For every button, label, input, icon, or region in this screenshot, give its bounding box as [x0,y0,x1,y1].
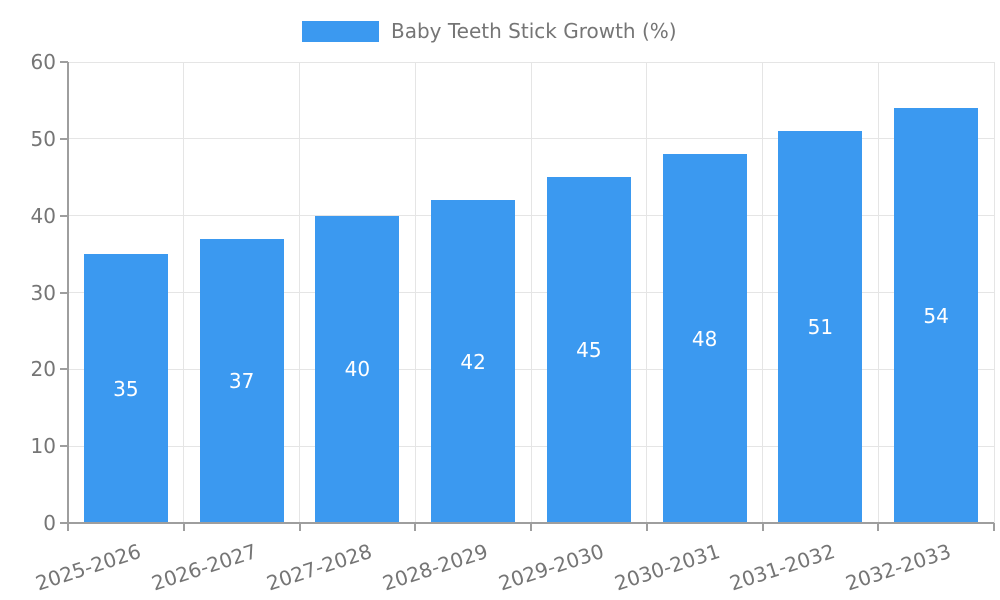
x-axis-tick [298,523,301,531]
y-axis-line [67,62,69,531]
bar: 54 [894,108,979,523]
bar-value-label: 54 [923,303,949,328]
bar: 40 [315,215,400,523]
plot-area: 35 37 40 42 45 48 51 54 [68,61,995,523]
bar: 35 [83,254,168,523]
gridline-vertical [299,62,300,523]
y-axis-tick-label: 50 [30,126,56,151]
bar-value-label: 51 [807,315,834,340]
y-axis-tick [60,445,68,448]
x-axis-tick [182,523,185,531]
y-axis-tick [60,214,68,217]
x-axis-tick [993,523,995,531]
gridline-vertical [762,62,763,523]
x-axis-tick [530,523,532,531]
x-axis-tick [877,523,880,531]
y-axis-tick-label: 30 [30,280,56,305]
y-axis-tick-label: 10 [30,434,56,459]
x-axis-tick [67,523,69,531]
y-axis-tick [60,522,68,524]
gridline-vertical [414,62,416,523]
y-axis-tick-label: 60 [30,50,56,74]
bar-value-label: 48 [691,326,718,351]
y-axis-tick [60,368,68,371]
bar: 51 [778,131,863,523]
bar: 45 [546,177,631,523]
bar: 48 [662,154,747,523]
bar-value-label: 35 [113,376,139,401]
x-axis-tick [645,523,648,531]
y-axis-tick-label: 0 [43,511,56,535]
y-axis-tick-label: 20 [30,357,56,382]
y-axis-tick [60,291,68,294]
bar: 37 [199,238,284,523]
bar: 42 [431,200,516,523]
gridline-vertical [993,62,995,523]
bar-value-label: 37 [228,368,255,393]
legend-swatch-icon [302,20,379,42]
gridline-vertical [877,62,879,523]
bar-value-label: 42 [460,349,486,374]
bar-value-label: 40 [344,357,371,382]
x-axis-tick [761,523,764,531]
gridline-vertical [646,62,648,523]
x-axis-tick [414,523,417,531]
bar-value-label: 45 [576,338,602,363]
y-axis-tick [60,61,68,63]
y-axis-tick-label: 40 [30,203,56,228]
chart-legend[interactable]: Baby Teeth Stick Growth (%) [302,17,677,45]
y-axis-tick [60,137,68,140]
gridline-vertical [530,62,532,523]
gridline-vertical [183,62,185,523]
legend-label: Baby Teeth Stick Growth (%) [391,19,677,43]
